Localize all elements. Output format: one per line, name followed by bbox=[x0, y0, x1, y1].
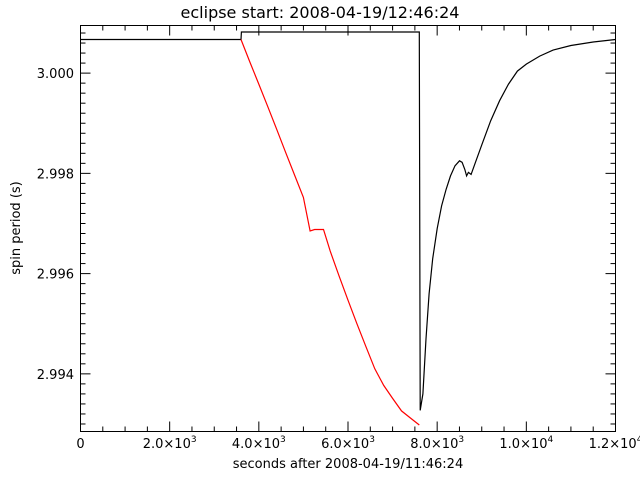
series-line-0 bbox=[80, 31, 616, 411]
x-tick-label: 1.0×104 bbox=[499, 435, 553, 452]
y-tick-label: 2.996 bbox=[37, 268, 74, 283]
series-line-1 bbox=[240, 39, 420, 426]
y-axis-label: spin period (s) bbox=[9, 181, 24, 274]
x-tick-label: 1.2×104 bbox=[589, 435, 640, 452]
x-tick-label: 8.0×103 bbox=[410, 435, 464, 452]
x-tick-label: 0 bbox=[76, 437, 84, 452]
x-axis-label: seconds after 2008-04-19/11:46:24 bbox=[233, 457, 463, 472]
x-tick-label: 6.0×103 bbox=[321, 435, 375, 452]
series-layer bbox=[80, 31, 616, 426]
y-tick-label: 2.994 bbox=[37, 368, 74, 383]
y-axis: 2.994 2.996 2.998 3.000 bbox=[37, 32, 616, 425]
chart-title: eclipse start: 2008-04-19/12:46:24 bbox=[181, 3, 460, 22]
y-tick-label: 2.998 bbox=[37, 167, 74, 182]
x-tick-label: 4.0×103 bbox=[232, 435, 286, 452]
y-tick-label: 3.000 bbox=[37, 67, 74, 82]
x-tick-label: 2.0×103 bbox=[143, 435, 197, 452]
x-axis: 0 2.0×103 4.0×103 6.0×103 8.0×103 1.0×104 1.2×… bbox=[76, 25, 640, 452]
